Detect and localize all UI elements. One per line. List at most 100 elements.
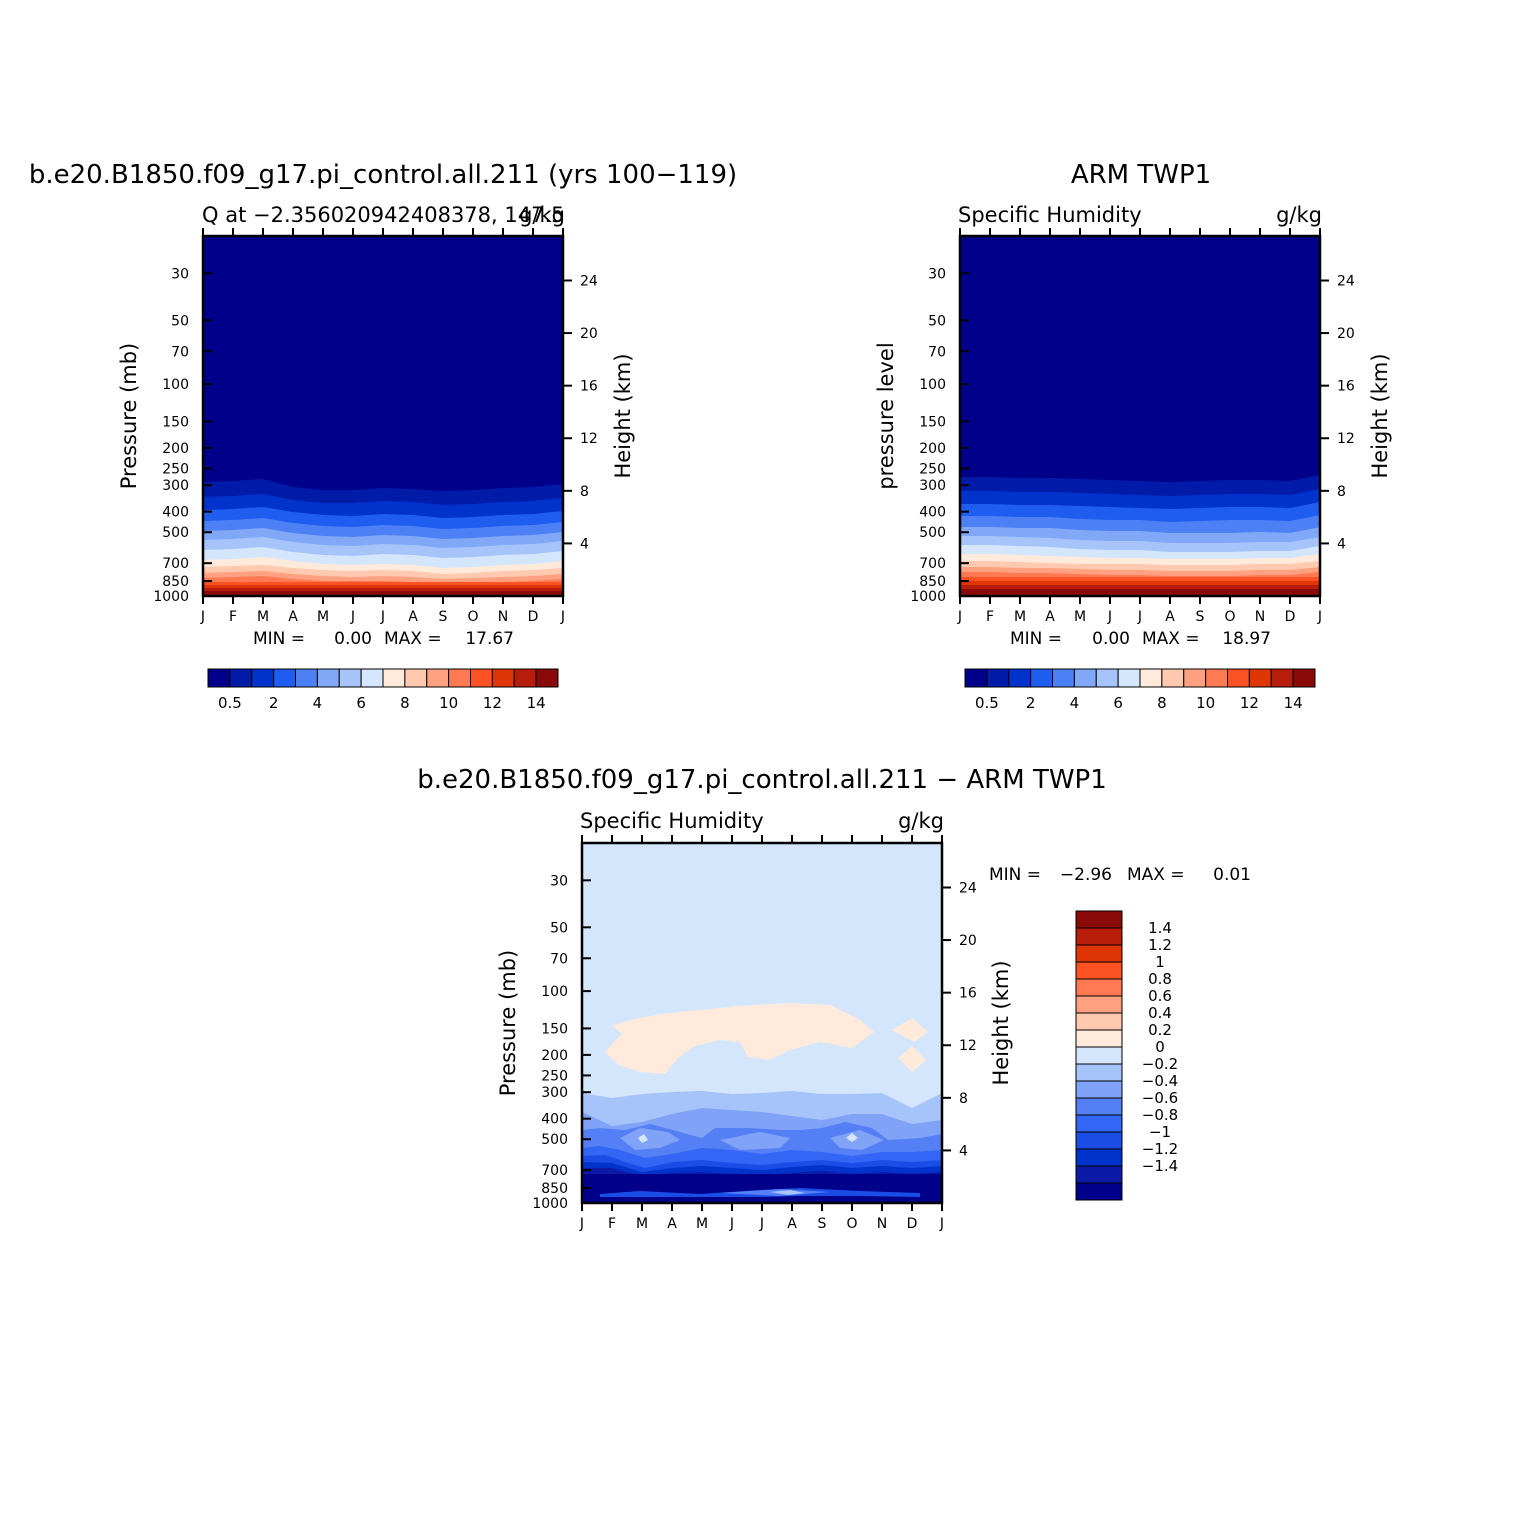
obs-x-tick-label: J (1107, 609, 1112, 625)
colorbar-swatch (1161, 668, 1185, 688)
colorbar-label: 14 (1284, 694, 1303, 712)
colorbar-label: 1.2 (1148, 936, 1172, 954)
diff-contour-band (770, 1190, 805, 1195)
obs-x-tick-label: F (986, 609, 994, 625)
colorbar-swatch (1075, 1131, 1123, 1150)
model-y-tick-label: 150 (162, 414, 189, 430)
colorbar-label: 0.6 (1148, 987, 1172, 1005)
diff-y2-tick-label: 20 (959, 933, 977, 949)
model-x-tick-label: N (498, 609, 508, 625)
colorbar-swatch (316, 668, 340, 688)
diff-y2-axis-label: Height (km) (989, 960, 1013, 1085)
obs-min-label: MIN = (1010, 629, 1062, 649)
diff-contour-band (720, 1132, 790, 1150)
colorbar-label: 14 (527, 694, 546, 712)
colorbar-swatch (360, 668, 384, 688)
obs-y-tick-label: 250 (919, 461, 946, 477)
model-x-tick-label: J (560, 609, 565, 625)
diff-contour-band (638, 1134, 648, 1143)
diff-max-value: 0.01 (1213, 865, 1251, 885)
obs-colorbar: 0.5 2 4 6 8 10 12 14 (964, 668, 1316, 712)
colorbar-swatch (1052, 668, 1075, 688)
colorbar-swatch (251, 668, 275, 688)
diff-x-tick-label: D (907, 1216, 918, 1232)
model-x-tick-label: A (408, 609, 418, 625)
colorbar-swatch (513, 668, 537, 688)
model-units: g/kg (519, 203, 565, 227)
model-y2-tick-label: 4 (580, 536, 589, 552)
obs-y2-tick-label: 20 (1337, 326, 1355, 342)
colorbar-swatch (1183, 668, 1207, 688)
colorbar-label: 2 (269, 694, 279, 712)
obs-units: g/kg (1276, 203, 1322, 227)
colorbar-swatch (1075, 1029, 1123, 1048)
diff-min-value: −2.96 (1060, 865, 1112, 885)
obs-y-axis-label: pressure level (874, 342, 898, 489)
colorbar-label: 0.8 (1148, 970, 1172, 988)
colorbar-label: 0.5 (975, 694, 999, 712)
obs-max-label: MAX = (1142, 629, 1200, 649)
model-y-tick-label: 30 (171, 266, 189, 282)
obs-x-tick-label: N (1255, 609, 1265, 625)
obs-min-value: 0.00 (1092, 629, 1130, 649)
colorbar-label: −0.6 (1142, 1089, 1178, 1107)
model-y-tick-label: 850 (162, 574, 189, 590)
model-y-tick-label: 500 (162, 525, 189, 541)
obs-y-tick-label: 30 (928, 266, 946, 282)
diff-x-tick-label: M (696, 1216, 708, 1232)
model-y-tick-label: 100 (162, 377, 189, 393)
model-colorbar: 0.5 2 4 6 8 10 12 14 (207, 668, 559, 712)
diff-x-tick-label: J (939, 1216, 944, 1232)
obs-y2-tick-label: 24 (1337, 273, 1355, 289)
obs-plot (958, 234, 1322, 598)
diff-x-tick-label: M (636, 1216, 648, 1232)
model-max-value: 17.67 (465, 629, 514, 649)
model-title: b.e20.B1850.f09_g17.pi_control.all.211 (… (29, 160, 737, 190)
diff-y-tick-label: 250 (541, 1068, 568, 1084)
diff-contour-band (620, 1128, 680, 1150)
diff-y-tick-label: 500 (541, 1132, 568, 1148)
model-y-tick-label: 1000 (153, 589, 189, 605)
model-y-tick-label: 50 (171, 313, 189, 329)
colorbar-label: −0.8 (1142, 1106, 1178, 1124)
model-x-tick-label: J (200, 609, 205, 625)
colorbar-swatch (1075, 1097, 1123, 1116)
colorbar-swatch (1139, 668, 1163, 688)
model-y-tick-label: 700 (162, 556, 189, 572)
colorbar-swatch (404, 668, 428, 688)
obs-x-tick-label: M (1074, 609, 1086, 625)
colorbar-swatch (1227, 668, 1250, 688)
colorbar-swatch (229, 668, 253, 688)
colorbar-swatch (1073, 668, 1097, 688)
diff-panel: b.e20.B1850.f09_g17.pi_control.all.211 −… (417, 765, 1251, 1232)
colorbar-swatch (1075, 1080, 1123, 1099)
colorbar-swatch (1075, 927, 1123, 946)
colorbar-label: 4 (1070, 694, 1080, 712)
colorbar-label: −0.2 (1142, 1055, 1178, 1073)
diff-y2-tick-label: 4 (959, 1143, 968, 1159)
model-min-label: MIN = (253, 629, 305, 649)
diff-y-tick-label: 200 (541, 1048, 568, 1064)
colorbar-swatch (1075, 995, 1123, 1014)
obs-x-tick-label: A (1165, 609, 1175, 625)
colorbar-swatch (1075, 910, 1123, 929)
colorbar-swatch (1117, 668, 1141, 688)
diff-y2-tick-label: 24 (959, 880, 977, 896)
colorbar-label: 6 (1113, 694, 1123, 712)
diff-y-tick-label: 100 (541, 984, 568, 1000)
obs-y-tick-label: 300 (919, 478, 946, 494)
diff-y2-tick-label: 8 (959, 1091, 968, 1107)
obs-y-tick-label: 100 (919, 377, 946, 393)
colorbar-swatch (1075, 1182, 1123, 1201)
obs-y2-tick-label: 12 (1337, 431, 1355, 447)
colorbar-swatch (1075, 1165, 1123, 1184)
diff-x-tick-label: N (877, 1216, 887, 1232)
obs-y2-axis-label: Height (km) (1368, 353, 1392, 478)
model-x-tick-label: F (229, 609, 237, 625)
model-x-tick-label: J (380, 609, 385, 625)
model-panel: b.e20.B1850.f09_g17.pi_control.all.211 (… (29, 160, 737, 712)
diff-y-tick-label: 30 (550, 873, 568, 889)
obs-y2-tick-label: 16 (1337, 379, 1355, 395)
obs-title: ARM TWP1 (1071, 160, 1211, 190)
